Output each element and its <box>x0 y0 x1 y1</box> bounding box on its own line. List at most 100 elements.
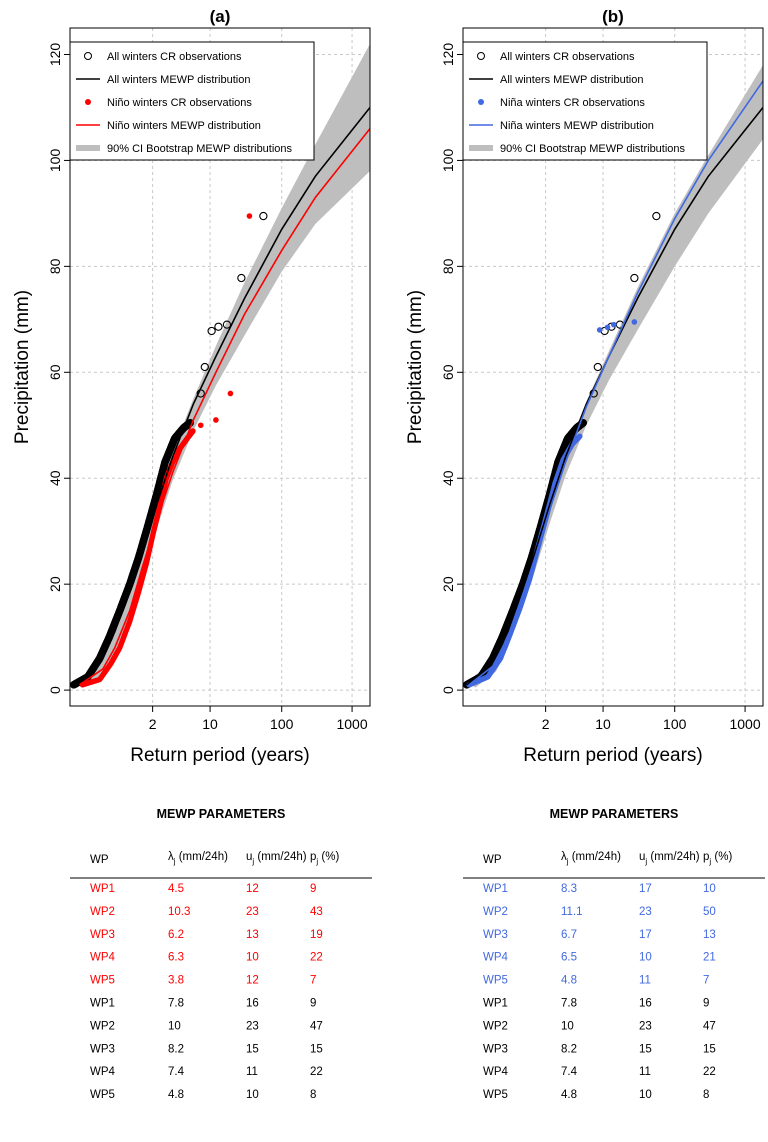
cell-p: 15 <box>310 1043 323 1055</box>
table-row: WP5 4.8 10 8 <box>483 1089 709 1101</box>
y-axis-label: Precipitation (mm) <box>12 290 33 444</box>
header-wp: WP <box>90 854 109 866</box>
cell-p: 9 <box>703 998 709 1010</box>
cell-p: 7 <box>703 975 709 987</box>
cell-lambda: 4.8 <box>561 1089 577 1101</box>
cell-u: 23 <box>639 1020 652 1032</box>
header-unit: (%) <box>318 851 339 863</box>
table-row: WP2 11.1 23 50 <box>483 906 716 918</box>
plot-frame <box>462 27 764 707</box>
y-tick-label: 60 <box>440 364 456 380</box>
header-symbol: p <box>703 851 709 863</box>
table-header: WP λj (mm/24h) uj (mm/24h) pj (%) <box>90 851 339 866</box>
chart-panel-a: (a) 0 20 40 60 80 100 120 Precipitation (mm) 2 10 1… <box>12 7 371 766</box>
cell-wp: WP2 <box>483 906 508 918</box>
cell-lambda: 8.2 <box>168 1043 184 1055</box>
cell-p: 7 <box>310 975 316 987</box>
x-tick-label: 100 <box>270 716 294 732</box>
cell-lambda: 4.5 <box>168 883 184 895</box>
observation-point <box>246 213 253 219</box>
header-subscript: j <box>173 857 176 866</box>
legend-item-label: All winters CR observations <box>107 51 242 63</box>
cell-lambda: 8.2 <box>561 1043 577 1055</box>
y-tick-label: 0 <box>440 686 456 694</box>
x-axis: 2 10 100 1000 Return period (years) <box>130 706 368 766</box>
cell-u: 15 <box>246 1043 259 1055</box>
cell-u: 23 <box>246 906 259 918</box>
cell-u: 17 <box>639 883 652 895</box>
y-tick-label: 0 <box>47 686 63 694</box>
header-symbol: p <box>310 851 316 863</box>
x-tick-label: 100 <box>663 716 687 732</box>
observation-point <box>214 322 223 331</box>
legend-item-label: All winters CR observations <box>500 51 635 63</box>
cell-p: 10 <box>703 883 716 895</box>
cell-p: 9 <box>310 998 316 1010</box>
table-row: WP3 6.2 13 19 <box>90 929 323 941</box>
cell-wp: WP4 <box>90 952 116 964</box>
cell-wp: WP3 <box>90 1043 115 1055</box>
cell-lambda: 10.3 <box>168 906 190 918</box>
cell-wp: WP3 <box>483 929 508 941</box>
y-tick-label: 100 <box>47 149 63 173</box>
x-tick-label: 10 <box>595 716 611 732</box>
header-subscript: j <box>315 857 318 866</box>
cell-lambda: 6.2 <box>168 929 184 941</box>
y-axis: 0 20 40 60 80 100 120 Precipitation (mm) <box>405 43 463 694</box>
cell-p: 47 <box>310 1020 323 1032</box>
all-winters-mewp-line <box>73 106 370 686</box>
x-tick-label: 1000 <box>729 716 760 732</box>
cell-wp: WP5 <box>90 975 115 987</box>
y-tick-label: 60 <box>47 364 63 380</box>
cell-p: 13 <box>703 929 716 941</box>
observation-point <box>190 428 196 434</box>
cell-u: 12 <box>246 883 259 895</box>
legend-box <box>69 41 315 161</box>
cell-p: 19 <box>310 929 323 941</box>
observation-point <box>227 390 234 397</box>
legend-key-open-circle <box>84 52 92 60</box>
observation-point <box>237 273 246 283</box>
legend-box <box>462 41 708 161</box>
observation-point <box>197 422 204 429</box>
x-axis: 2 10 100 1000 Return period (years) <box>523 706 761 766</box>
cell-u: 17 <box>639 929 652 941</box>
y-tick-label: 80 <box>440 258 456 274</box>
legend-key-open-circle <box>477 52 485 60</box>
cell-wp: WP5 <box>90 1089 115 1101</box>
header-wp: WP <box>483 854 502 866</box>
legend-key-filled-circle <box>85 99 91 105</box>
legend-item-label: Niño winters CR observations <box>107 97 252 109</box>
cell-u: 15 <box>639 1043 652 1055</box>
cell-wp: WP2 <box>483 1020 508 1032</box>
cell-p: 21 <box>703 952 716 964</box>
cell-p: 8 <box>310 1089 316 1101</box>
table-row: WP4 6.5 10 21 <box>483 952 716 964</box>
cell-lambda: 10 <box>561 1020 574 1032</box>
observation-point <box>200 362 209 372</box>
table-row: WP5 4.8 11 7 <box>483 975 709 987</box>
cell-wp: WP1 <box>483 998 508 1010</box>
cell-u: 23 <box>639 906 652 918</box>
plot-frame <box>69 27 371 707</box>
observation-point <box>596 327 603 333</box>
legend: All winters CR observations All winters M… <box>69 41 315 161</box>
x-axis-label: Return period (years) <box>523 745 703 766</box>
cell-p: 47 <box>703 1020 716 1032</box>
cell-wp: WP3 <box>90 929 115 941</box>
table-row: WP1 7.8 16 9 <box>483 998 709 1010</box>
y-tick-label: 20 <box>440 576 456 592</box>
cell-lambda: 3.8 <box>168 975 184 987</box>
header-unit: (mm/24h) <box>254 851 307 863</box>
header-p: pj (%) <box>310 851 339 866</box>
legend-item-label: All winters MEWP distribution <box>107 74 250 86</box>
cell-u: 13 <box>246 929 259 941</box>
cell-lambda: 7.8 <box>168 998 184 1010</box>
cell-u: 11 <box>246 1066 258 1078</box>
x-tick-label: 1000 <box>336 716 367 732</box>
x-tick-label: 10 <box>202 716 218 732</box>
enso-winters-observations <box>79 213 253 688</box>
y-tick-label: 120 <box>47 43 63 67</box>
